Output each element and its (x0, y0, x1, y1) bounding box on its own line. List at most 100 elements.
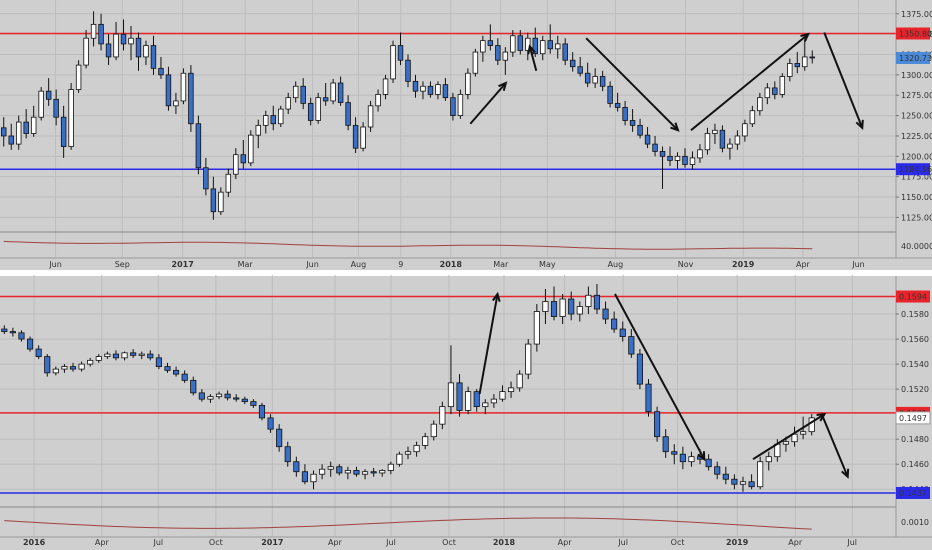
bullish-candle-body (439, 406, 446, 425)
bearish-candle-body (112, 353, 120, 359)
bearish-candle-body (1, 328, 8, 332)
candle (667, 146, 673, 167)
bullish-candle-body (533, 311, 540, 345)
bearish-candle-body (8, 135, 14, 145)
candle (95, 354, 102, 363)
bullish-candle-body (516, 373, 523, 389)
candle (689, 151, 696, 170)
bullish-candle-body (585, 294, 592, 307)
bullish-candle-body (52, 368, 59, 374)
x-tick-label: Mar (493, 260, 509, 269)
last-price-label-bg (895, 411, 931, 425)
candle (465, 386, 472, 415)
bearish-candle-body (203, 167, 209, 190)
bearish-candle-body (654, 411, 661, 438)
bearish-candle-body (370, 471, 377, 474)
candle (422, 432, 429, 450)
candle (78, 361, 85, 372)
x-tick-label: Jun (851, 260, 865, 269)
bearish-candle-body (593, 294, 601, 310)
bottom-chart-panel[interactable]: 0.1580 0.1560 0.1540 0.1520 0.1480 0.1460 0.14… (0, 275, 932, 547)
bearish-candle-body (198, 392, 205, 400)
down-arrow (614, 293, 706, 462)
candle (284, 441, 291, 467)
resistance-price-label: 1350.80 (899, 29, 932, 38)
bearish-candle-body (181, 373, 188, 381)
candle (113, 21, 119, 61)
x-tick-label: Oct (442, 538, 456, 547)
x-tick-label: Apr (558, 538, 573, 547)
top-price-axis[interactable]: 1375.001350.001325.001300.001275.001250.… (896, 10, 932, 251)
candle (1, 117, 7, 147)
bullish-candle-body (379, 470, 386, 474)
candle (794, 52, 801, 74)
bottom-price-axis[interactable]: 0.1580 0.1560 0.1540 0.1520 0.1480 0.1460 0.14… (895, 290, 931, 527)
bearish-candle-body (679, 453, 686, 463)
arrow-head (841, 468, 850, 479)
bearish-candle-body (722, 473, 729, 480)
candle (379, 469, 386, 477)
candle (150, 35, 157, 75)
candle (405, 54, 411, 88)
y-tick-label: 1225.00 (901, 132, 932, 141)
candle (69, 362, 77, 372)
bearish-candle-body (150, 45, 157, 69)
candle (361, 469, 369, 480)
candle (23, 109, 29, 139)
bullish-candle-body (121, 352, 128, 359)
bullish-candle-body (420, 85, 426, 92)
bullish-candle-body (128, 37, 134, 45)
bearish-candle-body (352, 124, 359, 149)
bearish-candle-body (662, 436, 669, 453)
candle (559, 294, 566, 325)
candle (719, 125, 726, 153)
candle (300, 78, 306, 110)
candle (198, 389, 205, 402)
arrow-head (670, 122, 680, 132)
candle (104, 351, 111, 360)
candle (52, 366, 59, 376)
candle (779, 73, 786, 98)
bullish-candle-body (255, 124, 261, 136)
bullish-candle-body (396, 453, 403, 465)
candle (61, 364, 68, 373)
x-tick-label: Aug (608, 260, 624, 269)
bearish-candle-body (250, 401, 257, 406)
bottom-time-axis[interactable]: 2016 Apr Jul Oct 2017 Apr Jul Oct 2018 Apr Jul Oct 2… (23, 538, 857, 547)
candle (396, 451, 403, 467)
bullish-candle-body (802, 56, 808, 68)
candle (659, 146, 666, 189)
bearish-candle-body (705, 458, 712, 468)
bearish-candle-body (224, 393, 231, 399)
bearish-candle-body (233, 397, 240, 400)
candle (622, 100, 628, 126)
candle (739, 476, 747, 492)
bearish-candle-body (322, 97, 329, 102)
candle (315, 92, 321, 124)
candle (439, 401, 446, 430)
top-chart-panel[interactable]: 1375.001350.001325.001300.001275.001250.… (0, 0, 932, 269)
candle (248, 130, 254, 167)
bearish-candle-body (130, 352, 137, 356)
top-time-axis[interactable]: Jun Sep 2017 Mar Jun Aug 9 2018 Mar May Aug Nov 2019… (48, 260, 864, 269)
up-arrow-right (690, 32, 811, 132)
candle (748, 474, 755, 490)
bearish-candle-body (276, 428, 283, 448)
candle (404, 446, 412, 460)
candle (27, 336, 34, 352)
candle (652, 135, 658, 157)
candle (83, 30, 89, 69)
bottom-trend-arrows (478, 291, 850, 479)
candle (190, 376, 197, 396)
bearish-candle-body (258, 404, 266, 419)
candle (9, 327, 16, 337)
bullish-candle-body (61, 366, 68, 370)
bearish-candle-body (135, 37, 142, 58)
candle (714, 461, 721, 480)
resistance-price-label: 0.1594 (899, 293, 927, 302)
candle (241, 396, 248, 405)
bullish-candle-body (689, 157, 696, 165)
up-arrow (478, 291, 501, 395)
x-tick-label: 2019 (732, 260, 755, 269)
